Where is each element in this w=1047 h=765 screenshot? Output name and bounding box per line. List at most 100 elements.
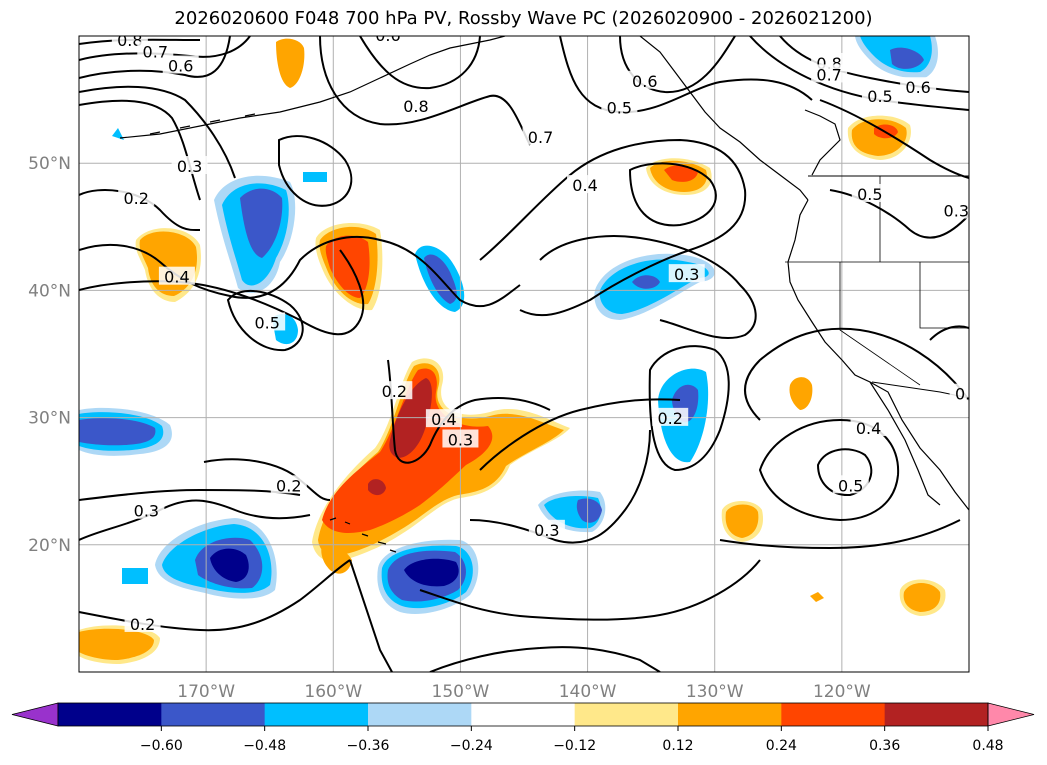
contour-label-text: 0.4 — [856, 419, 881, 438]
contour-label-text: 0.2 — [382, 382, 407, 401]
pv-contour-line — [648, 345, 730, 472]
pv-contour-line — [79, 85, 236, 179]
contour-label-background — [522, 126, 559, 145]
contour-label-background — [249, 312, 286, 331]
colorbar-tick-label: −0.60 — [140, 738, 183, 754]
pv-contour-line — [226, 289, 304, 352]
contour-label: 0.2 — [270, 475, 307, 495]
pv-contour-line — [816, 448, 873, 497]
positive-anomaly-region — [903, 583, 941, 612]
pv-contour-line — [429, 646, 661, 672]
positive-anomaly-region — [79, 628, 154, 660]
contour-label: 0.5 — [862, 86, 898, 106]
contour-label: 0.4 — [850, 418, 887, 438]
contour-label-text: 0.2 — [130, 615, 155, 634]
negative-anomaly-region — [890, 47, 924, 69]
contour-label-text: 0.3 — [674, 265, 699, 284]
pv-contour-layer — [79, 36, 969, 672]
colorbar-tick-label: −0.36 — [347, 738, 390, 754]
map-panel: 0.80.70.60.60.80.70.60.50.80.70.60.50.30… — [79, 31, 970, 672]
pv-contour-line — [319, 36, 531, 146]
contour-label: 0.7 — [137, 41, 174, 62]
colorbar-segment — [161, 703, 266, 726]
contour-label: 0.3 — [528, 519, 565, 540]
contour-label-background — [862, 86, 898, 105]
contour-label-background — [949, 383, 969, 402]
hawaii-coastline — [329, 517, 397, 553]
latitude-label: 30°N — [28, 409, 71, 429]
contour-label-background — [425, 409, 462, 428]
contour-label: 0.2 — [376, 381, 413, 401]
contour-label-text: 0.7 — [816, 65, 841, 84]
pv-contour-line — [278, 135, 353, 207]
contour-label-background — [567, 175, 604, 194]
negative-anomaly-region — [240, 188, 283, 258]
contour-label-background — [270, 475, 307, 494]
negative-anomaly-region — [79, 418, 156, 446]
latitude-labels: 50°N 40°N 30°N 20°N — [28, 154, 71, 556]
contour-label-text: 0.8 — [117, 31, 142, 50]
contour-label-text: 0.5 — [857, 185, 882, 204]
longitude-label: 170°W — [177, 682, 235, 702]
contour-label-background — [171, 156, 208, 175]
pv-contour-line — [719, 519, 961, 550]
contour-label: 0.5 — [851, 184, 888, 204]
colorbar-extend-high — [987, 702, 1035, 727]
contour-label-background — [811, 64, 848, 83]
contour-label-background — [158, 266, 195, 285]
contour-label-text: 0.5 — [838, 476, 863, 495]
contour-label-background — [900, 77, 937, 96]
pv-contour-line — [479, 398, 681, 471]
map-title: 2026020600 F048 700 hPa PV, Rossby Wave … — [174, 8, 873, 29]
colorbar-tick-label: 0.36 — [869, 738, 900, 754]
contour-label-background — [369, 36, 406, 43]
positive-anomaly-region — [276, 38, 305, 88]
contour-label-background — [850, 418, 887, 437]
pv-contour-line — [349, 559, 393, 672]
contour-label-text: 0.6 — [905, 78, 930, 97]
colorbar-segment — [574, 703, 679, 726]
contour-label-layer: 0.80.70.60.60.80.70.60.50.80.70.60.50.30… — [111, 31, 970, 634]
us-west-coastline — [787, 199, 969, 511]
contour-label: 0.3 — [938, 200, 969, 221]
contour-label-text: 0.5 — [254, 313, 279, 332]
contour-label-text: 0.8 — [403, 97, 428, 116]
pv-contour-line — [539, 235, 757, 340]
contour-label-text: 0.7 — [528, 128, 553, 147]
negative-anomaly-region — [576, 498, 602, 523]
longitude-label: 150°W — [432, 682, 490, 702]
pv-contour-line — [929, 325, 969, 341]
latitude-label: 20°N — [28, 536, 71, 556]
contour-label-text: 0.6 — [632, 72, 657, 91]
pv-contour-line — [79, 499, 311, 541]
contour-label: 0.5 — [832, 475, 869, 495]
longitude-label: 130°W — [686, 682, 744, 702]
contour-label: 0.7 — [522, 126, 559, 147]
colorbar-tick-label: −0.12 — [553, 738, 596, 754]
pv-contour-line — [387, 359, 551, 464]
contour-label-text: 0.3 — [448, 430, 473, 449]
alaska-coastline — [639, 36, 809, 201]
contour-label: 0.3 — [442, 429, 479, 449]
positive-anomaly-region — [810, 592, 824, 602]
contour-label-text: 0. — [955, 385, 970, 404]
colorbar-outline — [57, 702, 989, 727]
negative-anomaly-region — [210, 548, 249, 582]
latitude-label: 50°N — [28, 154, 71, 174]
contour-label-background — [528, 519, 565, 538]
state-border — [839, 262, 921, 386]
contour-label-background — [376, 381, 413, 400]
contour-label-background — [128, 500, 165, 519]
negative-anomaly-region — [303, 172, 327, 182]
pv-contour-line — [79, 189, 201, 232]
pv-contour-line — [359, 36, 481, 90]
baja-coastline — [869, 381, 941, 506]
contour-label-background — [162, 55, 199, 74]
contour-label-text: 0.3 — [534, 521, 559, 540]
contour-label: 0.4 — [425, 409, 462, 429]
positive-anomaly-region — [725, 504, 759, 538]
pv-contour-line — [479, 138, 747, 317]
longitude-label: 120°W — [813, 682, 871, 702]
contour-label-text: 0.5 — [867, 87, 892, 106]
pv-contour-line — [779, 36, 969, 93]
